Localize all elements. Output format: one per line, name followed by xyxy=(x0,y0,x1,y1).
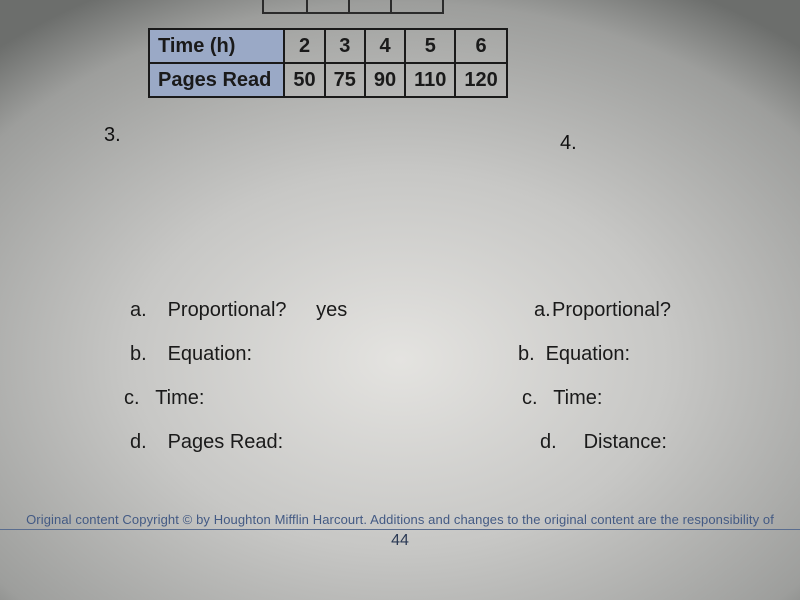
item-letter: c. xyxy=(522,376,548,420)
table-cell: 4 xyxy=(365,29,405,63)
table-row: Pages Read 50 75 90 110 120 xyxy=(149,63,507,97)
table-cell: 90 xyxy=(365,63,405,97)
item-c: c. Time: xyxy=(522,376,671,420)
item-letter: b. xyxy=(518,332,540,376)
item-a: a. Proportional? yes xyxy=(130,288,347,332)
question-number-4: 4. xyxy=(560,132,577,155)
item-letter: d. xyxy=(540,420,578,464)
table-cell: 3 xyxy=(325,29,365,63)
table-cell: 6 xyxy=(455,29,506,63)
copyright-line: Original content Copyright © by Houghton… xyxy=(0,512,800,530)
item-label: Distance: xyxy=(584,431,667,453)
item-label: Time: xyxy=(155,387,204,409)
table-cell: 50 xyxy=(284,63,324,97)
worksheet-page: Time (h) 2 3 4 5 6 Pages Read 50 75 90 1… xyxy=(0,0,800,600)
item-label: Time: xyxy=(553,387,602,409)
item-label: Proportional? xyxy=(168,299,287,321)
row-header-pages: Pages Read xyxy=(149,63,284,97)
table-cell: 75 xyxy=(325,63,365,97)
item-letter: c. xyxy=(124,376,150,420)
question-number-3: 3. xyxy=(104,124,121,147)
partial-table-edge xyxy=(262,0,442,14)
item-a: a.Proportional? xyxy=(534,288,671,332)
table-cell: 2 xyxy=(284,29,324,63)
table-row: Time (h) 2 3 4 5 6 xyxy=(149,29,507,63)
table-cell: 5 xyxy=(405,29,455,63)
item-d: d. Pages Read: xyxy=(130,420,347,464)
item-label: Equation: xyxy=(546,343,631,365)
item-letter: a. xyxy=(130,288,162,332)
data-table: Time (h) 2 3 4 5 6 Pages Read 50 75 90 1… xyxy=(148,28,508,98)
row-header-time: Time (h) xyxy=(149,29,284,63)
item-c: c. Time: xyxy=(124,376,347,420)
item-label: Proportional? xyxy=(552,299,671,321)
item-letter: b. xyxy=(130,332,162,376)
item-b: b. Equation: xyxy=(518,332,671,376)
table-cell: 110 xyxy=(405,63,455,97)
page-number: 44 xyxy=(0,532,800,550)
item-d: d. Distance: xyxy=(540,420,671,464)
item-b: b. Equation: xyxy=(130,332,347,376)
question-3-items: a. Proportional? yes b. Equation: c. Tim… xyxy=(130,288,347,464)
item-answer: yes xyxy=(316,288,347,332)
item-label: Pages Read: xyxy=(168,431,284,453)
item-label: Equation: xyxy=(168,343,253,365)
table-cell: 120 xyxy=(455,63,506,97)
question-4-items: a.Proportional? b. Equation: c. Time: d.… xyxy=(534,288,671,464)
item-letter: d. xyxy=(130,420,162,464)
item-letter: a. xyxy=(534,288,552,332)
